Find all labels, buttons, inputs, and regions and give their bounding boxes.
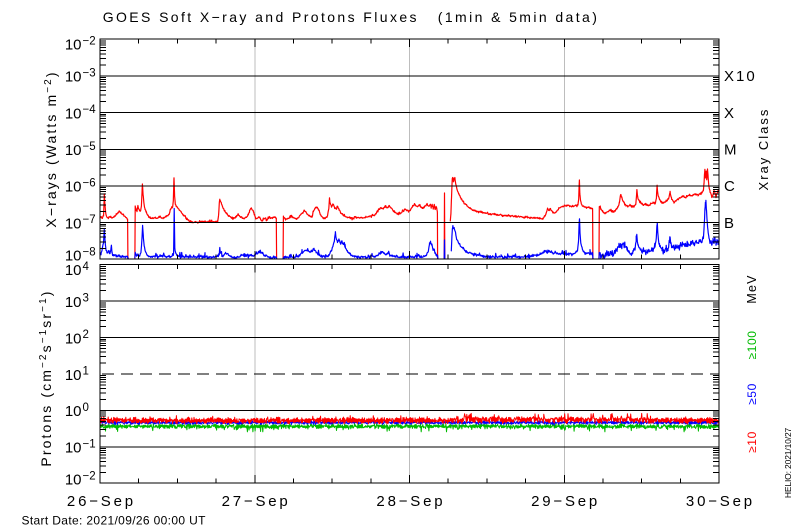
svg-text:10: 10 — [65, 142, 82, 159]
svg-text:30−Sep: 30−Sep — [686, 493, 755, 510]
svg-text:≥100: ≥100 — [745, 330, 759, 359]
svg-text:10: 10 — [65, 262, 82, 279]
svg-text:X: X — [724, 105, 736, 122]
svg-text:10: 10 — [65, 37, 82, 54]
svg-text:−8: −8 — [83, 246, 96, 258]
svg-text:29−Sep: 29−Sep — [531, 493, 600, 510]
svg-text:M: M — [724, 142, 739, 159]
svg-text:−2: −2 — [83, 470, 96, 482]
svg-text:−4: −4 — [83, 104, 97, 116]
svg-text:10: 10 — [65, 472, 82, 489]
svg-text:−7: −7 — [83, 214, 96, 226]
svg-text:10: 10 — [65, 69, 82, 86]
svg-text:Start Date: 2021/09/26 00:00 U: Start Date: 2021/09/26 00:00 UT — [22, 514, 207, 528]
svg-text:10: 10 — [65, 330, 82, 347]
svg-text:−3: −3 — [83, 68, 96, 80]
svg-text:4: 4 — [83, 261, 90, 273]
svg-text:10: 10 — [65, 215, 82, 232]
svg-text:10: 10 — [65, 403, 82, 420]
svg-text:−5: −5 — [83, 141, 96, 153]
svg-text:GOES Soft X−ray and Protons Fl: GOES Soft X−ray and Protons Fluxes (1min… — [103, 9, 600, 25]
svg-text:−1: −1 — [83, 438, 96, 450]
svg-text:3: 3 — [83, 293, 89, 305]
svg-text:10: 10 — [65, 248, 82, 265]
svg-text:Protons (cm−2s−1sr−1): Protons (cm−2s−1sr−1) — [38, 289, 54, 466]
svg-text:C: C — [724, 178, 737, 195]
svg-text:10: 10 — [65, 179, 82, 196]
svg-text:2: 2 — [83, 329, 89, 341]
svg-text:X10: X10 — [724, 68, 757, 85]
svg-text:−6: −6 — [83, 178, 96, 190]
svg-text:26−Sep: 26−Sep — [67, 493, 136, 510]
svg-text:10: 10 — [65, 440, 82, 457]
svg-text:1: 1 — [83, 366, 89, 378]
svg-text:−2: −2 — [83, 35, 96, 47]
svg-text:27−Sep: 27−Sep — [222, 493, 291, 510]
svg-text:10: 10 — [65, 105, 82, 122]
svg-text:Xray Class: Xray Class — [756, 108, 771, 191]
svg-text:≥50: ≥50 — [745, 383, 759, 405]
svg-text:≥10: ≥10 — [745, 431, 759, 453]
svg-text:B: B — [724, 215, 736, 232]
svg-text:28−Sep: 28−Sep — [376, 493, 445, 510]
svg-text:10: 10 — [65, 367, 82, 384]
svg-text:0: 0 — [83, 402, 89, 414]
svg-text:HELIO: 2021/10/27: HELIO: 2021/10/27 — [783, 427, 793, 498]
svg-text:10: 10 — [65, 294, 82, 311]
svg-text:X−rays (Watts m−2): X−rays (Watts m−2) — [43, 70, 59, 227]
svg-text:MeV: MeV — [745, 274, 759, 303]
